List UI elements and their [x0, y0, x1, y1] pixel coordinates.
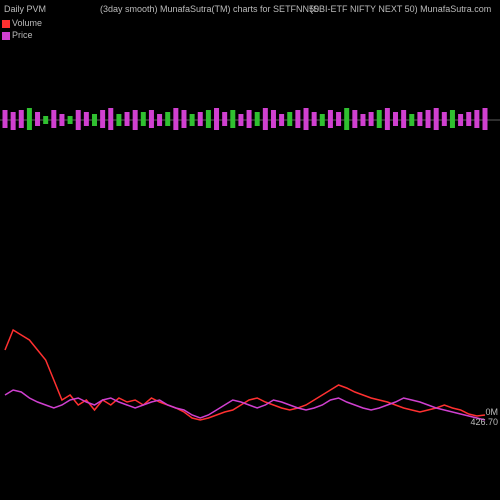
header-left: Daily PVM [4, 4, 46, 14]
header-center: (3day smooth) MunafaSutra(TM) charts for… [100, 4, 319, 14]
legend-volume-label: Volume [12, 18, 42, 28]
chart-container: Daily PVM (3day smooth) MunafaSutra(TM) … [0, 0, 500, 500]
legend-price-label: Price [12, 30, 33, 40]
volume-swatch [2, 20, 10, 28]
chart-svg [0, 0, 500, 500]
header-right: (SBI-ETF NIFTY NEXT 50) MunafaSutra.com [310, 4, 491, 14]
label-0m: 0M [485, 407, 498, 417]
legend-volume: Volume [2, 18, 42, 28]
legend-price: Price [2, 30, 33, 40]
price-swatch [2, 32, 10, 40]
label-price-val: 426.70 [470, 417, 498, 427]
